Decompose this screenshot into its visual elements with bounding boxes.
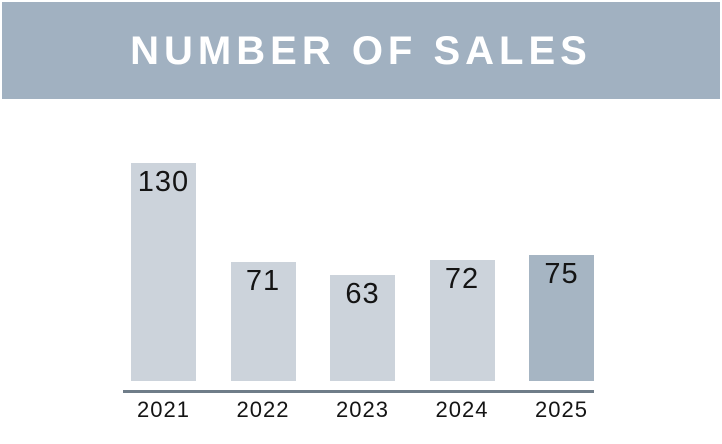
bar-value-label: 75 (544, 258, 579, 290)
bar-value-label: 72 (444, 263, 480, 295)
x-tick-label-2021: 2021 (137, 397, 190, 422)
bar-2022: 71 (230, 262, 296, 381)
x-axis-line (123, 390, 594, 393)
bar-value-label: 63 (345, 278, 380, 310)
x-tick-label-2024: 2024 (435, 397, 489, 422)
bar-value-label: 130 (137, 166, 190, 198)
x-tick-label-2023: 2023 (336, 397, 389, 422)
bar-2021: 130 (131, 163, 196, 381)
bar-value-label: 71 (245, 265, 281, 297)
bar-2024: 72 (429, 260, 495, 381)
bar-2025: 75 (529, 255, 594, 381)
bar-2023: 63 (330, 275, 395, 381)
x-tick-label-2025: 2025 (535, 397, 588, 422)
chart-title: NUMBER OF SALES (130, 28, 592, 73)
chart-title-banner: NUMBER OF SALES (2, 2, 720, 99)
x-tick-label-2022: 2022 (236, 397, 290, 422)
